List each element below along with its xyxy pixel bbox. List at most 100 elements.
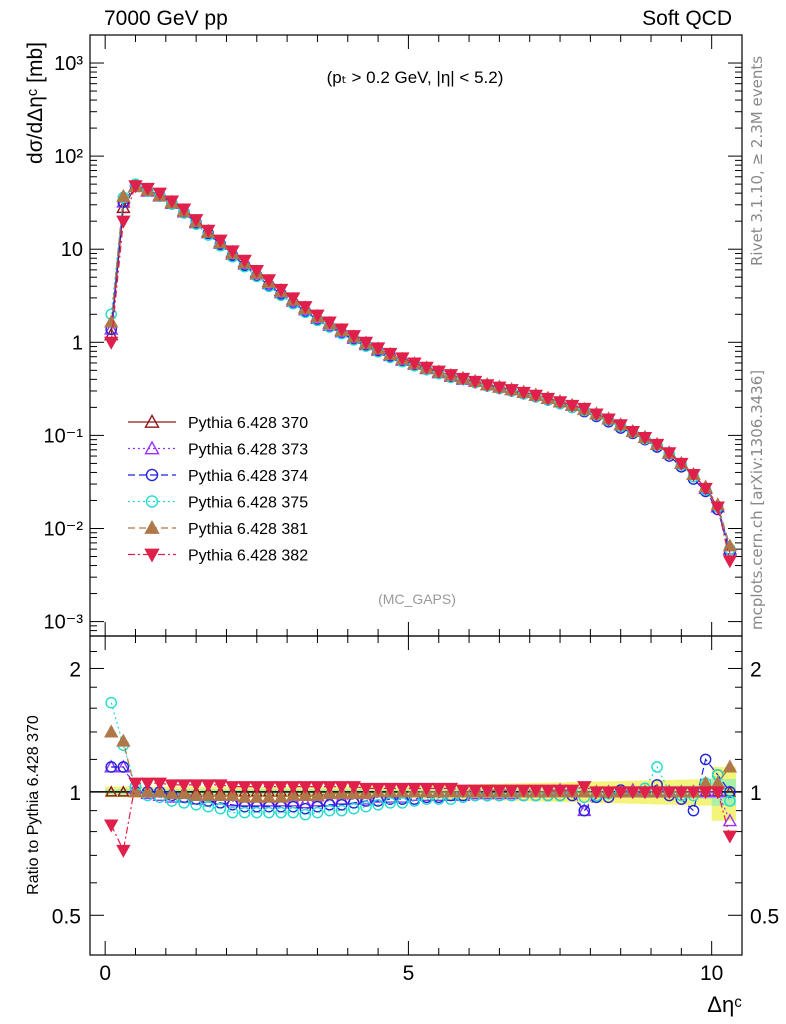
data-point bbox=[564, 399, 580, 413]
data-point bbox=[395, 352, 410, 366]
ratio-point bbox=[116, 844, 131, 858]
ratio-series-group bbox=[104, 696, 738, 858]
data-point bbox=[455, 372, 471, 386]
cut-annotation: (pₜ > 0.2 GeV, |η| < 5.2) bbox=[327, 68, 504, 87]
ratio-point bbox=[589, 786, 604, 800]
data-point bbox=[334, 323, 349, 337]
analysis-annotation: (MC_GAPS) bbox=[378, 591, 456, 607]
main-y-tick-label: 1 bbox=[72, 332, 83, 354]
ratio-point bbox=[226, 806, 239, 819]
ratio-point bbox=[686, 786, 701, 800]
data-point bbox=[298, 301, 313, 315]
ratio-point bbox=[722, 813, 738, 827]
data-point bbox=[116, 188, 131, 202]
ratio-point bbox=[298, 788, 313, 801]
ratio-point bbox=[540, 784, 556, 798]
data-point bbox=[589, 408, 604, 422]
ratio-y-axis-label: Ratio to Pythia 6.428 370 bbox=[25, 715, 42, 895]
data-point bbox=[358, 336, 374, 350]
ratio-point bbox=[674, 786, 689, 800]
ratio-point bbox=[140, 784, 155, 798]
ratio-series-382 bbox=[104, 777, 738, 858]
ratio-y-tick-label-right: 1 bbox=[750, 782, 762, 805]
ratio-point bbox=[651, 761, 663, 773]
data-point bbox=[225, 245, 240, 259]
ratio-point bbox=[310, 781, 325, 795]
ratio-point bbox=[128, 777, 143, 791]
ratio-y-tick-label-right: 0.5 bbox=[750, 905, 779, 928]
ratio-point bbox=[348, 802, 360, 815]
ratio-point bbox=[698, 786, 713, 800]
ratio-point bbox=[443, 782, 459, 796]
ratio-point bbox=[214, 802, 227, 815]
data-point bbox=[540, 392, 556, 406]
data-point bbox=[249, 265, 264, 278]
ratio-point bbox=[238, 806, 251, 819]
main-frame bbox=[89, 34, 743, 637]
data-point bbox=[722, 555, 738, 569]
ratio-point bbox=[625, 786, 641, 800]
ratio-point bbox=[384, 797, 397, 809]
ratio-point bbox=[722, 830, 738, 844]
ratio-point bbox=[249, 789, 264, 803]
data-point bbox=[261, 274, 277, 288]
ratio-point bbox=[298, 781, 313, 795]
data-point bbox=[237, 254, 252, 268]
ratio-point bbox=[213, 779, 228, 793]
ratio-point bbox=[322, 781, 337, 795]
main-y-tick-label: 10⁻² bbox=[44, 518, 84, 540]
ratio-point bbox=[335, 804, 348, 817]
ratio-point bbox=[285, 788, 301, 801]
main-y-tick-label: 10⁻³ bbox=[44, 612, 84, 634]
data-point bbox=[613, 419, 628, 433]
axes-group: 10⁻³ 10⁻² 10⁻¹ 1 10 10² 10³ 0 5 10 Δηᶜ 0.5 0.5 1 1 2 2 dσ… bbox=[24, 34, 779, 1017]
legend-swatch-marker bbox=[144, 414, 160, 428]
ratio-point bbox=[504, 784, 519, 798]
ratio-point-reference bbox=[117, 785, 130, 797]
data-point bbox=[674, 457, 689, 471]
x-tick-label: 5 bbox=[403, 962, 415, 985]
ratio-series-line bbox=[110, 731, 731, 798]
legend-entry-label: Pythia 6.428 370 bbox=[188, 415, 308, 432]
main-y-tick-label: 10⁻¹ bbox=[44, 425, 84, 447]
ratio-point bbox=[335, 798, 348, 811]
ratio-frame bbox=[89, 635, 743, 956]
ratio-point-reference bbox=[105, 785, 118, 797]
legend-entry-label: Pythia 6.428 373 bbox=[188, 442, 308, 459]
ratio-point bbox=[699, 753, 712, 766]
legend-entry-label: Pythia 6.428 382 bbox=[188, 548, 308, 565]
main-series-group bbox=[104, 178, 738, 569]
data-point bbox=[601, 413, 616, 427]
header-process-label: Soft QCD bbox=[642, 7, 732, 30]
ratio-point bbox=[637, 786, 653, 800]
ratio-point bbox=[516, 784, 531, 798]
ratio-point bbox=[201, 788, 216, 801]
ratio-point bbox=[310, 788, 325, 801]
ratio-point bbox=[188, 779, 204, 793]
ratio-point bbox=[188, 788, 204, 801]
ratio-point bbox=[117, 761, 130, 773]
ratio-point bbox=[455, 784, 471, 798]
ratio-point bbox=[128, 784, 143, 798]
data-point bbox=[698, 482, 713, 496]
data-point bbox=[431, 365, 446, 379]
data-point bbox=[649, 438, 665, 452]
ratio-point bbox=[273, 781, 289, 795]
ratio-point bbox=[105, 696, 118, 709]
data-point bbox=[662, 447, 677, 461]
data-point bbox=[467, 375, 483, 389]
data-point bbox=[273, 283, 289, 297]
ratio-point bbox=[104, 819, 119, 833]
data-point bbox=[528, 389, 543, 403]
data-point bbox=[710, 501, 725, 515]
data-point bbox=[285, 292, 301, 306]
data-point bbox=[516, 386, 531, 400]
data-point bbox=[164, 195, 180, 209]
ratio-point bbox=[649, 786, 665, 800]
ratio-point bbox=[467, 784, 483, 798]
ratio-series-line bbox=[110, 782, 731, 853]
ratio-y-tick-label: 1 bbox=[69, 782, 81, 805]
ratio-point bbox=[370, 782, 386, 796]
data-point bbox=[346, 330, 362, 344]
